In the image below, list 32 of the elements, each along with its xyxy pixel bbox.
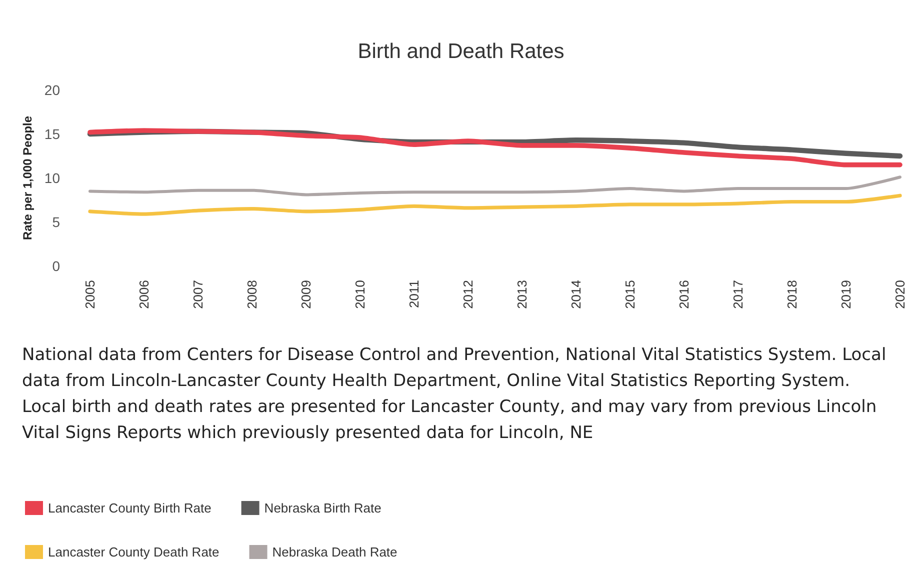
text: Local birth and death rates are presented for Lancaster County, and may vary from previous Lincoln Vital Signs Reports which previously presented data for Lincoln, NE (22, 396, 878, 445)
y-tick-label: 0 (52, 258, 60, 274)
x-tick-label: 2009 (298, 280, 314, 309)
x-tick-label: 2012 (460, 280, 476, 309)
x-tick-label: 2007 (190, 280, 206, 309)
x-tick-label: 2010 (352, 280, 368, 309)
x-tick-label: 2008 (244, 280, 260, 309)
x-tick-label: 2013 (514, 280, 530, 309)
line-series (88, 128, 902, 168)
y-tick-label: 5 (52, 214, 60, 230)
legend-label: Lancaster County Death Rate (48, 544, 220, 560)
x-tick-label: 2015 (622, 280, 638, 309)
y-tick-label: 10 (44, 170, 60, 186)
legend-label: Lancaster County Birth Rate (48, 500, 212, 516)
text: National data from Centers for Disease Control and Prevention, National Vital Statistics System. Local data from Lincoln-Lancaster County Health Department, Online Vital Statistics Reporting System. (22, 344, 888, 393)
y-axis-title: Rate per 1,000 People (20, 116, 35, 240)
line-series (88, 176, 902, 196)
x-tick-label: 2020 (892, 280, 908, 309)
legend-label: Nebraska Birth Rate (264, 500, 382, 516)
x-tick-label: 2018 (784, 280, 800, 309)
y-tick-label: 20 (44, 82, 60, 98)
x-tick-label: 2019 (838, 280, 854, 309)
x-tick-label: 2014 (568, 280, 584, 309)
x-tick-label: 2011 (406, 280, 422, 308)
legend-label: Nebraska Death Rate (272, 544, 398, 560)
x-tick-label: 2005 (82, 280, 98, 309)
x-tick-label: 2016 (676, 280, 692, 309)
x-tick-label: 2006 (136, 280, 152, 309)
line-series (88, 194, 902, 216)
x-tick-label: 2017 (730, 280, 746, 309)
y-tick-label: 15 (44, 126, 60, 142)
chart-title: Birth and Death Rates (358, 40, 564, 63)
